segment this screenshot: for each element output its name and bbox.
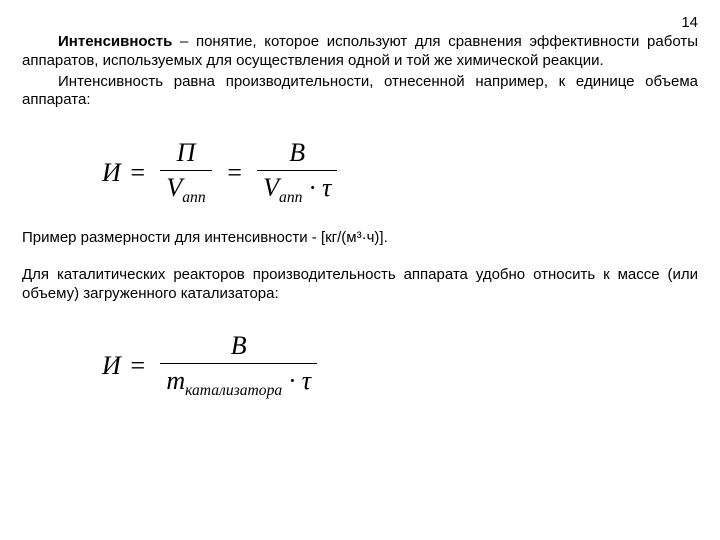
paragraph-3: Пример размерности для интенсивности - [… xyxy=(22,229,698,248)
paragraph-4: Для каталитических реакторов производите… xyxy=(22,266,698,304)
paragraph-2: Интенсивность равна производительности, … xyxy=(22,73,698,111)
frac2-den-v: V xyxy=(263,173,279,202)
frac3-den: mкатализатора · τ xyxy=(160,363,317,400)
frac3-tau: τ xyxy=(302,366,311,395)
frac3-den-sub: катализатора xyxy=(185,383,282,400)
formula-1: И = П Vапп = B Vапп · τ xyxy=(102,138,698,207)
fraction-2: B Vапп · τ xyxy=(257,138,337,207)
equals-3: = xyxy=(129,351,147,381)
formula1-lhs: И xyxy=(102,158,121,188)
frac1-den: Vапп xyxy=(160,170,211,207)
equals-1: = xyxy=(129,158,147,188)
term-intensity: Интенсивность xyxy=(58,33,172,50)
frac3-dot: · xyxy=(282,366,302,395)
frac1-den-v: V xyxy=(166,173,182,202)
frac2-den: Vапп · τ xyxy=(257,170,337,207)
page-number: 14 xyxy=(22,14,698,31)
formula-2: И = B mкатализатора · τ xyxy=(102,331,698,400)
fraction-1: П Vапп xyxy=(160,138,211,207)
frac2-den-sub: апп xyxy=(279,189,302,206)
frac1-num: П xyxy=(171,138,202,170)
frac3-num: B xyxy=(225,331,253,363)
frac1-den-sub: апп xyxy=(182,189,205,206)
frac2-tau: τ xyxy=(322,173,331,202)
frac2-dot: · xyxy=(302,173,322,202)
formula2-lhs: И xyxy=(102,351,121,381)
equals-2: = xyxy=(226,158,244,188)
paragraph-1: Интенсивность – понятие, которое использ… xyxy=(22,33,698,71)
frac2-num: B xyxy=(283,138,311,170)
frac3-den-m: m xyxy=(166,366,185,395)
fraction-3: B mкатализатора · τ xyxy=(160,331,317,400)
